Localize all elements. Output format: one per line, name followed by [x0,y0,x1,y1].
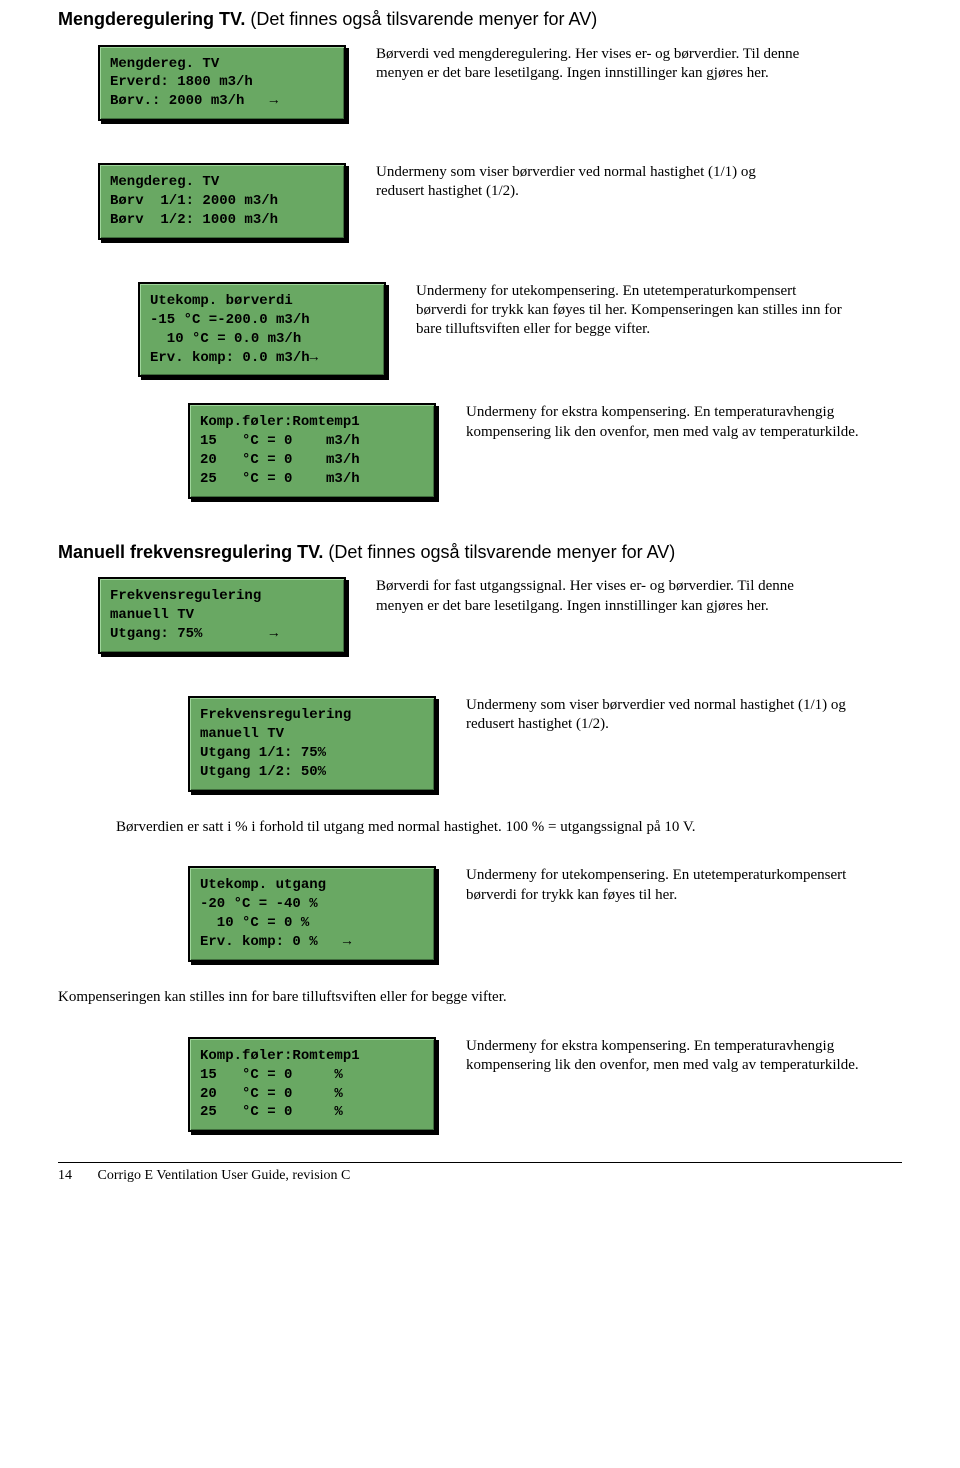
lcd-box2-l1: Mengdereg. TV [110,174,219,190]
page-footer: 14 Corrigo E Ventilation User Guide, rev… [58,1162,902,1185]
lcd-box8-l1: Komp.føler:Romtemp1 [200,1048,360,1064]
lcd-box4: Komp.føler:Romtemp1 15 °C = 0 m3/h 20 °C… [188,403,436,499]
row-box5: Frekvensregulering manuell TV Utgang: 75… [98,577,902,654]
lcd-box6-l4: Utgang 1/2: 50% [200,764,326,780]
desc-box2: Undermeny som viser børverdier ved norma… [376,163,806,201]
desc-box7: Undermeny for utekompensering. En utetem… [466,866,896,904]
desc-box3: Undermeny for utekompensering. En utetem… [416,282,846,340]
note-after-box7: Kompenseringen kan stilles inn for bare … [58,988,858,1007]
lcd-box4-l1: Komp.føler:Romtemp1 [200,414,360,430]
lcd-box5-l2: manuell TV [110,607,194,623]
lcd-box5-l3: Utgang: 75% → [110,626,278,642]
lcd-box5: Frekvensregulering manuell TV Utgang: 75… [98,577,346,654]
row-box8: Komp.føler:Romtemp1 15 °C = 0 % 20 °C = … [188,1037,902,1133]
lcd-box3-l4: Erv. komp: 0.0 m3/h→ [150,350,318,366]
lcd-box4-l4: 25 °C = 0 m3/h [200,471,360,487]
row-box7: Utekomp. utgang -20 °C = -40 % 10 °C = 0… [188,866,902,962]
lcd-box3-l2: -15 °C =-200.0 m3/h [150,312,310,328]
desc-box8: Undermeny for ekstra kompensering. En te… [466,1037,896,1075]
lcd-box7-l3: 10 °C = 0 % [200,915,309,931]
section1-title-rest: (Det finnes også tilsvarende menyer for … [245,9,597,29]
section2-title-rest: (Det finnes også tilsvarende menyer for … [323,542,675,562]
lcd-box1-l3: Børv.: 2000 m3/h → [110,93,278,109]
lcd-box7-l4: Erv. komp: 0 % → [200,934,351,950]
lcd-box6-l3: Utgang 1/1: 75% [200,745,326,761]
lcd-box5-l1: Frekvensregulering [110,588,261,604]
desc-box4: Undermeny for ekstra kompensering. En te… [466,403,896,441]
lcd-box2-l3: Børv 1/2: 1000 m3/h [110,212,278,228]
row-box2: Mengdereg. TV Børv 1/1: 2000 m3/h Børv 1… [98,163,902,240]
lcd-box8-l2: 15 °C = 0 % [200,1067,343,1083]
lcd-box1-l1: Mengdereg. TV [110,56,219,72]
section1-title: Mengderegulering TV. (Det finnes også ti… [58,8,902,31]
row-box1: Mengdereg. TV Erverd: 1800 m3/h Børv.: 2… [98,45,902,122]
page-number: 14 [58,1167,94,1185]
lcd-box6: Frekvensregulering manuell TV Utgang 1/1… [188,696,436,792]
section1-title-bold: Mengderegulering TV. [58,9,245,29]
lcd-box7-l1: Utekomp. utgang [200,877,326,893]
lcd-box2: Mengdereg. TV Børv 1/1: 2000 m3/h Børv 1… [98,163,346,240]
note-after-box6: Børverdien er satt i % i forhold til utg… [116,818,816,837]
desc-box1: Børverdi ved mengderegulering. Her vises… [376,45,806,83]
row-box6: Frekvensregulering manuell TV Utgang 1/1… [188,696,902,792]
lcd-box7-l2: -20 °C = -40 % [200,896,318,912]
lcd-box4-l2: 15 °C = 0 m3/h [200,433,360,449]
lcd-box8-l4: 25 °C = 0 % [200,1104,343,1120]
lcd-box8: Komp.føler:Romtemp1 15 °C = 0 % 20 °C = … [188,1037,436,1133]
desc-box6: Undermeny som viser børverdier ved norma… [466,696,896,734]
row-box4: Komp.føler:Romtemp1 15 °C = 0 m3/h 20 °C… [188,403,902,499]
row-box3: Utekomp. børverdi -15 °C =-200.0 m3/h 10… [138,282,902,378]
lcd-box1-l2: Erverd: 1800 m3/h [110,74,253,90]
desc-box5: Børverdi for fast utgangssignal. Her vis… [376,577,806,615]
lcd-box3-l3: 10 °C = 0.0 m3/h [150,331,301,347]
lcd-box1: Mengdereg. TV Erverd: 1800 m3/h Børv.: 2… [98,45,346,122]
lcd-box2-l2: Børv 1/1: 2000 m3/h [110,193,278,209]
lcd-box8-l3: 20 °C = 0 % [200,1086,343,1102]
lcd-box3: Utekomp. børverdi -15 °C =-200.0 m3/h 10… [138,282,386,378]
lcd-box3-l1: Utekomp. børverdi [150,293,293,309]
footer-text: Corrigo E Ventilation User Guide, revisi… [98,1168,351,1183]
lcd-box4-l3: 20 °C = 0 m3/h [200,452,360,468]
section2-title: Manuell frekvensregulering TV. (Det finn… [58,541,902,564]
lcd-box6-l2: manuell TV [200,726,284,742]
section2-title-bold: Manuell frekvensregulering TV. [58,542,323,562]
lcd-box6-l1: Frekvensregulering [200,707,351,723]
lcd-box7: Utekomp. utgang -20 °C = -40 % 10 °C = 0… [188,866,436,962]
